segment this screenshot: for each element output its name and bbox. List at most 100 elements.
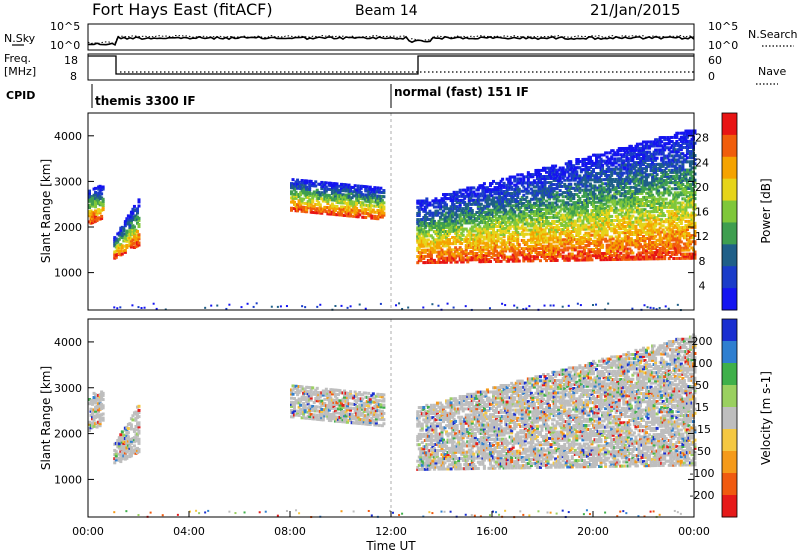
data-cell xyxy=(663,155,666,158)
data-cell xyxy=(625,186,628,189)
data-cell xyxy=(460,238,463,241)
data-cell xyxy=(290,190,293,193)
freq-trace xyxy=(88,56,694,74)
freq-unit-label: [MHz] xyxy=(4,65,36,78)
data-cell xyxy=(590,178,593,181)
data-cell xyxy=(370,215,373,218)
freq-tick-top: 18 xyxy=(64,54,78,67)
data-cell xyxy=(613,219,616,222)
data-cell xyxy=(624,225,627,228)
data-cell xyxy=(100,192,103,195)
data-cell xyxy=(94,187,97,190)
data-cell xyxy=(319,203,322,206)
data-cell xyxy=(590,258,593,261)
data-cell xyxy=(665,198,668,201)
data-cell xyxy=(137,223,140,226)
data-cell xyxy=(636,143,639,146)
data-cell xyxy=(624,190,627,193)
data-cell xyxy=(610,254,613,257)
data-cell xyxy=(302,198,305,201)
data-cell xyxy=(553,240,556,243)
data-cell xyxy=(580,246,583,249)
noise-tick-right-top: 10^5 xyxy=(708,20,738,33)
data-cell xyxy=(642,219,645,222)
data-cell xyxy=(589,238,592,241)
data-cell xyxy=(519,210,522,213)
data-cell xyxy=(364,208,367,211)
data-cell xyxy=(606,240,609,243)
data-cell xyxy=(559,199,562,202)
data-cell xyxy=(609,188,612,191)
data-cell xyxy=(137,233,140,236)
cpid-label: CPID xyxy=(6,89,35,102)
data-cell xyxy=(557,226,560,229)
data-cell xyxy=(472,186,475,189)
data-cell xyxy=(121,244,124,247)
data-cell xyxy=(456,213,459,216)
data-cell xyxy=(662,224,665,227)
data-cell xyxy=(553,220,556,223)
data-cell xyxy=(539,259,542,262)
data-cell xyxy=(647,140,650,143)
data-cell xyxy=(425,197,428,200)
data-cell xyxy=(545,200,548,203)
nsearch-trace xyxy=(88,36,694,44)
data-cell xyxy=(627,252,630,255)
data-cell xyxy=(522,247,525,250)
data-cell xyxy=(518,260,521,263)
data-cell xyxy=(457,195,460,198)
data-cell xyxy=(501,178,504,181)
data-cell xyxy=(447,197,450,200)
data-cell xyxy=(630,237,633,240)
data-cell xyxy=(656,243,659,246)
data-cell xyxy=(450,248,453,251)
data-cell xyxy=(627,157,630,160)
data-cell xyxy=(662,241,665,244)
data-cell xyxy=(663,230,666,233)
data-cell xyxy=(606,151,609,154)
data-cell xyxy=(600,178,603,181)
data-cell xyxy=(637,198,640,201)
station-title: Fort Hays East (fitACF) xyxy=(92,0,273,19)
data-cell xyxy=(460,242,463,245)
data-cell xyxy=(647,200,650,203)
data-cell xyxy=(601,244,604,247)
data-cell xyxy=(445,193,448,196)
data-cell xyxy=(133,242,136,245)
data-cell xyxy=(633,210,636,213)
data-cell xyxy=(439,261,442,264)
data-cell xyxy=(133,205,136,208)
data-cell xyxy=(492,180,495,183)
data-cell xyxy=(613,157,616,160)
data-cell xyxy=(631,215,634,218)
data-cell xyxy=(351,200,354,203)
data-cell xyxy=(503,182,506,185)
freq-tick-bottom: 8 xyxy=(70,70,77,83)
data-cell xyxy=(560,181,563,184)
data-cell xyxy=(373,186,376,189)
data-cell xyxy=(589,156,592,159)
noise-tick-left-top: 10^5 xyxy=(50,20,80,33)
data-cell xyxy=(663,214,666,217)
data-cell xyxy=(531,173,534,176)
data-cell xyxy=(314,180,317,183)
data-cell xyxy=(518,243,521,246)
data-cell xyxy=(483,182,486,185)
data-cell xyxy=(522,175,525,178)
data-cell xyxy=(516,231,519,234)
data-cell xyxy=(379,187,382,190)
data-cell xyxy=(572,244,575,247)
data-cell xyxy=(93,212,96,215)
data-cell xyxy=(589,182,592,185)
data-cell xyxy=(594,201,597,204)
data-cell xyxy=(424,261,427,264)
data-cell xyxy=(563,179,566,182)
data-cell xyxy=(136,207,139,210)
data-cell xyxy=(290,207,293,210)
data-cell xyxy=(492,196,495,199)
data-cell xyxy=(475,252,478,255)
data-cell xyxy=(586,209,589,212)
data-cell xyxy=(100,215,103,218)
